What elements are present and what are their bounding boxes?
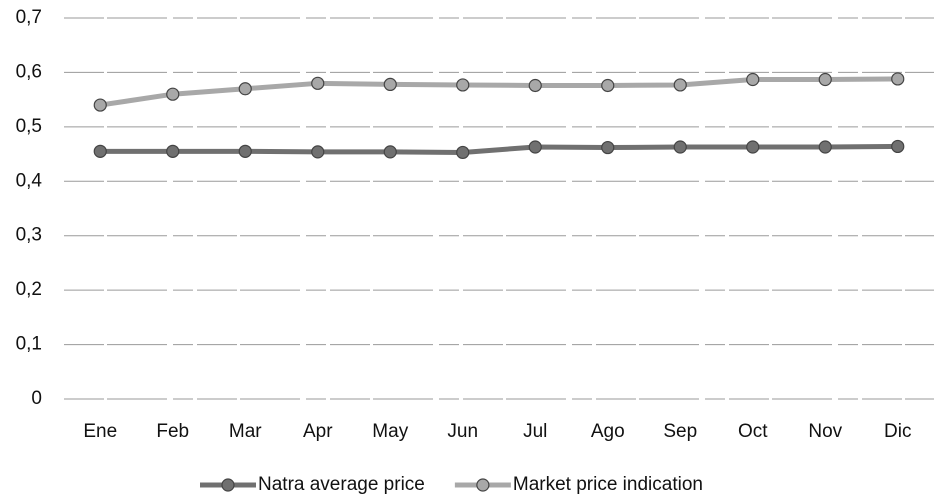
x-tick-label: Jul [523, 421, 547, 442]
y-tick-label: 0,4 [16, 170, 43, 191]
point [383, 77, 397, 92]
point [93, 144, 107, 158]
series-line [100, 143, 898, 155]
point [456, 145, 470, 160]
point [311, 76, 325, 90]
x-tick-label: Sep [663, 421, 697, 442]
point [891, 72, 905, 86]
series-line [99, 76, 898, 108]
y-tick-label: 0,2 [16, 279, 42, 300]
y-tick-label: 0 [31, 388, 42, 409]
y-tick-label: 0,1 [16, 334, 42, 355]
point [166, 87, 180, 101]
x-tick-label: Nov [808, 421, 842, 442]
point [673, 78, 687, 92]
point [673, 140, 687, 154]
point [601, 78, 615, 93]
x-tick-label: Ene [83, 421, 117, 442]
point [456, 78, 470, 92]
point [238, 82, 252, 96]
point [93, 98, 107, 112]
point [528, 78, 542, 93]
point [746, 140, 760, 154]
legend-marker [476, 478, 490, 492]
x-tick-label: Feb [156, 421, 189, 442]
x-tick-label: Ago [591, 421, 625, 442]
point [746, 72, 760, 87]
point [601, 140, 615, 155]
point [891, 139, 905, 154]
y-tick-label: 0,7 [16, 7, 42, 28]
point [311, 145, 325, 159]
x-tick-label: May [372, 421, 408, 442]
point [818, 72, 832, 87]
x-tick-label: Dic [884, 421, 911, 442]
x-tick-label: Oct [738, 421, 768, 442]
legend-label: Natra average price [258, 474, 425, 495]
point [238, 144, 252, 158]
point [528, 140, 542, 154]
point [166, 144, 180, 158]
legend-label: Market price indication [513, 474, 703, 495]
y-tick-label: 0,6 [16, 61, 42, 82]
legend-marker [221, 478, 235, 492]
y-tick-label: 0,3 [16, 225, 42, 246]
x-tick-label: Apr [303, 421, 333, 442]
x-tick-label: Mar [229, 421, 262, 442]
point [818, 140, 832, 154]
point [383, 145, 397, 159]
x-tick-label: Jun [447, 421, 478, 442]
y-tick-label: 0,5 [16, 116, 42, 137]
